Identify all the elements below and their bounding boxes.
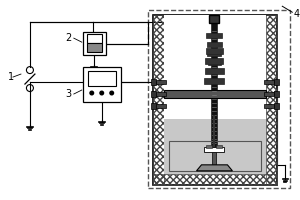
Bar xyxy=(208,60,221,65)
Polygon shape xyxy=(196,165,232,171)
Circle shape xyxy=(110,91,113,95)
Bar xyxy=(164,119,266,174)
Text: 2: 2 xyxy=(66,33,72,43)
Bar xyxy=(264,80,274,84)
Bar xyxy=(151,79,156,85)
Bar xyxy=(208,42,222,47)
Bar xyxy=(164,15,266,174)
Bar xyxy=(206,58,224,64)
Bar xyxy=(205,147,224,152)
Bar xyxy=(153,15,277,185)
Bar xyxy=(148,10,290,188)
Bar xyxy=(266,15,277,185)
Bar xyxy=(264,92,274,96)
Bar xyxy=(274,91,279,97)
Bar xyxy=(151,91,156,97)
Bar xyxy=(205,78,224,84)
Bar xyxy=(156,80,166,84)
Bar xyxy=(156,104,166,108)
Text: 3: 3 xyxy=(66,89,72,99)
Bar xyxy=(206,33,222,38)
Circle shape xyxy=(90,91,94,95)
Bar xyxy=(151,103,156,109)
Text: 1: 1 xyxy=(8,72,14,82)
Circle shape xyxy=(100,91,103,95)
Bar xyxy=(212,22,218,149)
Bar xyxy=(156,92,166,96)
Text: 4: 4 xyxy=(293,9,299,19)
Bar xyxy=(208,51,221,56)
Bar xyxy=(264,104,274,108)
Bar xyxy=(217,145,222,148)
Bar xyxy=(164,90,266,98)
Bar xyxy=(153,174,277,185)
Bar xyxy=(153,15,164,185)
Bar xyxy=(83,32,106,55)
Bar xyxy=(169,141,261,171)
Bar xyxy=(88,71,116,86)
Bar xyxy=(87,34,102,43)
Bar xyxy=(83,67,121,102)
Bar xyxy=(206,68,224,74)
Bar xyxy=(212,151,217,169)
Bar xyxy=(209,15,219,23)
Bar xyxy=(274,103,279,109)
Bar xyxy=(206,48,224,54)
Bar xyxy=(274,79,279,85)
Bar xyxy=(87,43,102,52)
Bar xyxy=(206,145,212,148)
